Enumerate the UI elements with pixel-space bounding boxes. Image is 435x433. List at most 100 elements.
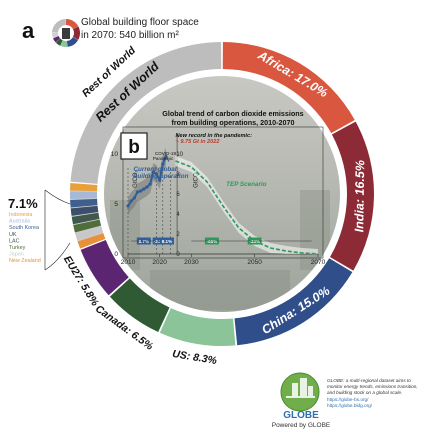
mini-donut-slice [66,19,79,30]
tep-label: TEP Scenario [226,181,267,188]
growth-badge-label: -3.3% [154,239,166,244]
growth-badge-label: 8.1% [162,239,172,244]
globe-desc-line2: monitor energy trends, emissions transit… [327,384,418,389]
y-tick-label: 10 [111,151,119,158]
x-tick-label: 2010 [121,259,136,266]
y2-tick-label: 10 [176,152,183,158]
small-country-slice [73,219,102,233]
covid-label-line1: COVID-19 [155,151,177,156]
series-lines [126,154,319,255]
small-country-slice [75,226,104,241]
building-icon [62,28,70,39]
globe-link2[interactable]: https://globe.bldg.org/ [327,403,373,408]
record-label-line1: New record in the pandemic: [176,133,253,139]
donut-slice [329,121,374,271]
small-country-slice [70,198,98,208]
y-tick-label: 5 [114,201,118,208]
inner-background [104,76,340,312]
y2-axis-label: GtCO₂ [194,170,200,188]
emissions-chart: Global trend of carbon dioxide emissions… [111,109,326,266]
mini-donut-slice [66,37,79,47]
growth-badge [152,237,167,245]
small-country-label: Australia [9,219,30,225]
globe-powered: Powered by GLOBE [272,422,331,429]
small-country-slice [77,233,106,249]
globe-desc-line3: and building stock on a global scale. [327,390,402,395]
x-tick-label: 2070 [311,259,326,266]
data-point [126,204,130,208]
globe-brand: GLOBE [283,410,319,421]
donut-slice [234,258,353,346]
annotations: New record in the pandemic:~ 9.75 Gt in … [131,133,312,245]
data-point [154,172,159,176]
small-country-slice [71,212,100,225]
y2-tick-label: 2 [176,232,180,238]
mini-donut-slice [55,38,63,46]
uncertainty-area [128,147,166,215]
donut-slice [70,42,222,184]
globe-logo [280,372,320,412]
x-tick-label: 2020 [152,259,167,266]
current-label-line2: building operation [134,173,189,180]
donut-slice [109,278,170,332]
small-countries-bracket [44,189,71,271]
panel-label-b: b [128,137,140,158]
current-label-line1: Current global [134,166,177,173]
mini-donut-slice [52,19,66,33]
data-point [145,185,149,189]
small-country-label: Turkey [9,245,26,251]
small-country-label: New Zealand [9,258,41,264]
donut-slice [80,239,129,296]
mini-donut-slice [53,36,61,43]
record-arrow [162,155,170,162]
plot-frame [122,126,324,259]
x-tick-label: 2030 [184,259,199,266]
slice-label: India: 16.5% [352,160,367,232]
tep-scenario-line [175,160,319,255]
data-point [151,170,155,174]
header-line1: Global building floor space [81,17,199,28]
growth-badge-label: 8.7% [139,239,149,244]
y-tick-label: 0 [114,251,118,258]
small-countries-total: 7.1% [8,196,38,211]
donut-slice [222,42,355,134]
y-axis-label: GtCO₂ [133,170,139,188]
header-line2: in 2070: 540 billion m² [81,30,180,41]
small-country-label: UK [9,232,17,238]
small-country-label: Indonesia [9,212,32,218]
record-label-line2: ~ 9.75 Gt in 2022 [176,139,221,145]
y2-tick-label: 0 [176,252,180,258]
panel-label-b-box [120,132,148,160]
growth-badge-label: -33% [249,239,260,244]
data-point [161,162,165,166]
data-point [135,190,140,194]
small-country-label: South Korea [9,225,39,231]
data-point [139,189,143,193]
globe-link1[interactable]: https://globe-bs.org/ [327,397,369,402]
growth-badge [159,237,174,245]
data-point [129,199,133,203]
panel-label-a: a [22,18,35,43]
small-country-label: LAC [9,238,20,244]
globe-desc-line1: GLOBE: a multi-regional dataset aims to [327,378,411,383]
slice-label: US: 8.3% [171,348,218,367]
floor-space-donut [69,42,374,346]
data-point [158,178,162,182]
small-country-slice [69,191,98,200]
mini-donut-icon [52,19,81,47]
data-point [148,182,152,186]
y2-tick-label: 4 [176,212,180,218]
x-tick-label: 2050 [247,259,262,266]
y2-tick-label: 8 [176,172,180,178]
bracket-line-bottom [44,242,71,271]
mini-donut-slice [60,40,68,47]
mini-donut-slice [72,26,81,40]
y2-tick-label: 6 [176,192,180,198]
small-country-slice [70,205,99,216]
data-point [142,187,146,191]
donut-slice [159,308,236,346]
small-country-slice [70,183,98,192]
chart-b-title-line1: Global trend of carbon dioxide emissions [162,109,303,118]
